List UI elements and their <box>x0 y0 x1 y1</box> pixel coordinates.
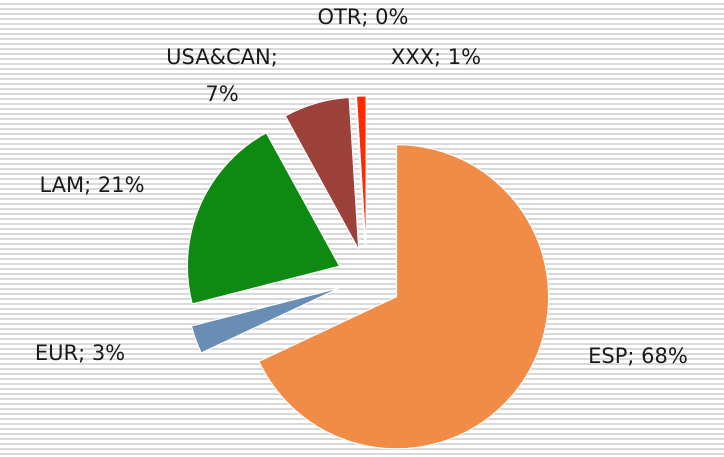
data-label: OTR; 0% <box>317 5 408 29</box>
pie-slice <box>258 144 549 450</box>
pie-slice <box>190 287 339 354</box>
data-label: XXX; 1% <box>391 45 481 69</box>
pie-slice <box>284 96 360 250</box>
data-label: EUR; 3% <box>35 341 125 365</box>
pie-slice <box>355 95 367 249</box>
pie-slice <box>186 132 341 305</box>
data-label: USA&CAN; 7% <box>166 45 278 106</box>
data-label: LAM; 21% <box>39 173 144 197</box>
data-label: ESP; 68% <box>588 344 688 368</box>
